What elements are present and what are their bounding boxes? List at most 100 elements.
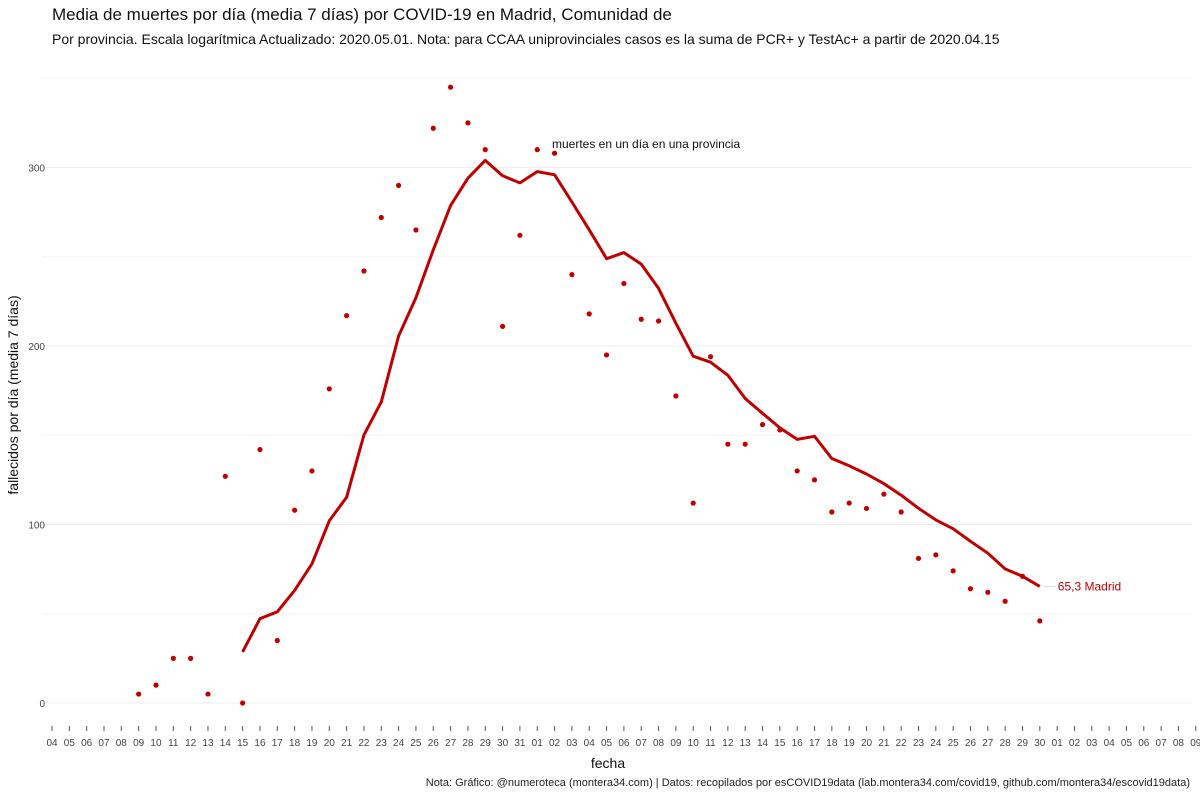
data-point <box>257 446 263 453</box>
series-line-madrid <box>241 158 1041 653</box>
y-tick-label: 100 <box>28 521 45 532</box>
x-tick-label: 22 <box>896 738 908 749</box>
data-point <box>240 700 246 706</box>
data-point <box>205 691 211 697</box>
x-tick-label: 31 <box>514 738 526 749</box>
data-point <box>170 655 176 661</box>
y-tick-label: 200 <box>28 342 45 353</box>
data-point <box>1037 618 1043 624</box>
data-point <box>136 691 142 697</box>
y-tick-labels: 0 100 200 300 <box>28 164 45 711</box>
x-tick-label: 21 <box>878 738 890 749</box>
x-tick-label: 07 <box>1156 738 1168 749</box>
x-tick-label: 02 <box>549 738 561 749</box>
x-tick-label: 23 <box>376 738 388 749</box>
x-tick-label: 12 <box>722 738 734 749</box>
data-point <box>344 313 350 319</box>
x-tick-label: 29 <box>480 738 492 749</box>
data-point <box>898 509 904 515</box>
x-tick-label: 15 <box>237 738 249 749</box>
data-point <box>673 393 679 399</box>
data-point <box>829 509 835 515</box>
end-label-madrid: 65,3 Madrid <box>1058 579 1121 593</box>
x-tick-label: 27 <box>982 738 994 749</box>
x-tick-label: 08 <box>116 738 128 749</box>
x-tick-label: 07 <box>98 738 110 749</box>
data-point <box>586 311 592 317</box>
x-tick-label: 16 <box>254 738 266 749</box>
x-tick-label: 25 <box>948 738 960 749</box>
x-tick-label: 24 <box>393 738 405 749</box>
data-point <box>863 505 870 512</box>
x-tick-label: 08 <box>653 738 665 749</box>
data-point <box>378 214 384 221</box>
data-point <box>222 473 228 479</box>
x-tick-label: 10 <box>150 738 162 749</box>
data-point <box>569 272 575 278</box>
x-tick-label: 18 <box>289 738 301 749</box>
data-point <box>1002 598 1008 604</box>
x-tick-label: 28 <box>462 738 474 749</box>
data-point <box>655 318 662 324</box>
x-tick-label: 03 <box>566 738 578 749</box>
x-tick-label: 17 <box>809 738 821 749</box>
data-point <box>638 316 644 322</box>
x-tick-label: 04 <box>1104 738 1116 749</box>
data-point <box>707 354 714 360</box>
data-point <box>725 441 731 447</box>
data-point <box>794 468 800 474</box>
data-point <box>153 682 159 688</box>
x-tick-label: 18 <box>826 738 838 749</box>
x-tick-label: 11 <box>705 738 716 749</box>
x-tick-label: 04 <box>46 738 58 749</box>
x-tick-label: 05 <box>601 738 613 749</box>
data-point <box>188 655 194 661</box>
x-tick-label: 20 <box>861 738 873 749</box>
data-point <box>742 441 748 447</box>
x-tick-label: 30 <box>1034 738 1046 749</box>
x-tick-label: 04 <box>584 738 596 749</box>
data-point <box>361 268 367 274</box>
data-point <box>447 84 454 90</box>
x-tick-label: 14 <box>220 738 232 749</box>
x-tick-label: 25 <box>410 738 422 749</box>
x-tick-label: 13 <box>202 738 214 749</box>
y-tick-label: 0 <box>39 699 45 710</box>
y-axis-title: fallecidos por día (media 7 días) <box>5 295 21 494</box>
data-point <box>274 637 280 644</box>
data-point <box>950 568 956 574</box>
x-tick-label: 19 <box>306 738 318 749</box>
data-point <box>465 120 471 126</box>
data-point <box>603 352 610 358</box>
data-point <box>759 421 766 428</box>
x-tick-label: 13 <box>740 738 752 749</box>
data-point <box>499 323 506 329</box>
data-point <box>482 147 488 153</box>
data-point <box>551 150 558 156</box>
data-point <box>881 491 887 497</box>
data-point <box>326 386 332 392</box>
x-tick-label: 06 <box>618 738 630 749</box>
x-tick-label: 09 <box>1190 738 1200 749</box>
x-tick-label: 24 <box>930 738 942 749</box>
x-tick-label: 05 <box>1121 738 1133 749</box>
y-tick-label: 300 <box>28 164 45 175</box>
x-tick-label: 26 <box>965 738 977 749</box>
x-tick-label: 05 <box>64 738 76 749</box>
x-tick-label: 11 <box>168 738 179 749</box>
x-tick-label: 08 <box>1173 738 1185 749</box>
x-tick-label: 01 <box>532 738 544 749</box>
x-tick-label: 27 <box>445 738 457 749</box>
data-point <box>292 507 298 513</box>
x-tick-label: 14 <box>757 738 769 749</box>
data-point <box>413 227 419 233</box>
chart-subtitle: Por provincia. Escala logarítmica Actual… <box>52 31 1000 47</box>
x-tick-label: 01 <box>1052 738 1064 749</box>
data-point <box>396 182 402 188</box>
data-point <box>811 477 818 483</box>
x-tick-labels: 04 05 06 07 08 09 10 11 12 13 14 15 16 17 18 19 20 21 22 23… <box>46 726 1200 749</box>
x-tick-label: 19 <box>844 738 856 749</box>
data-point <box>309 468 315 474</box>
x-tick-label: 26 <box>428 738 440 749</box>
